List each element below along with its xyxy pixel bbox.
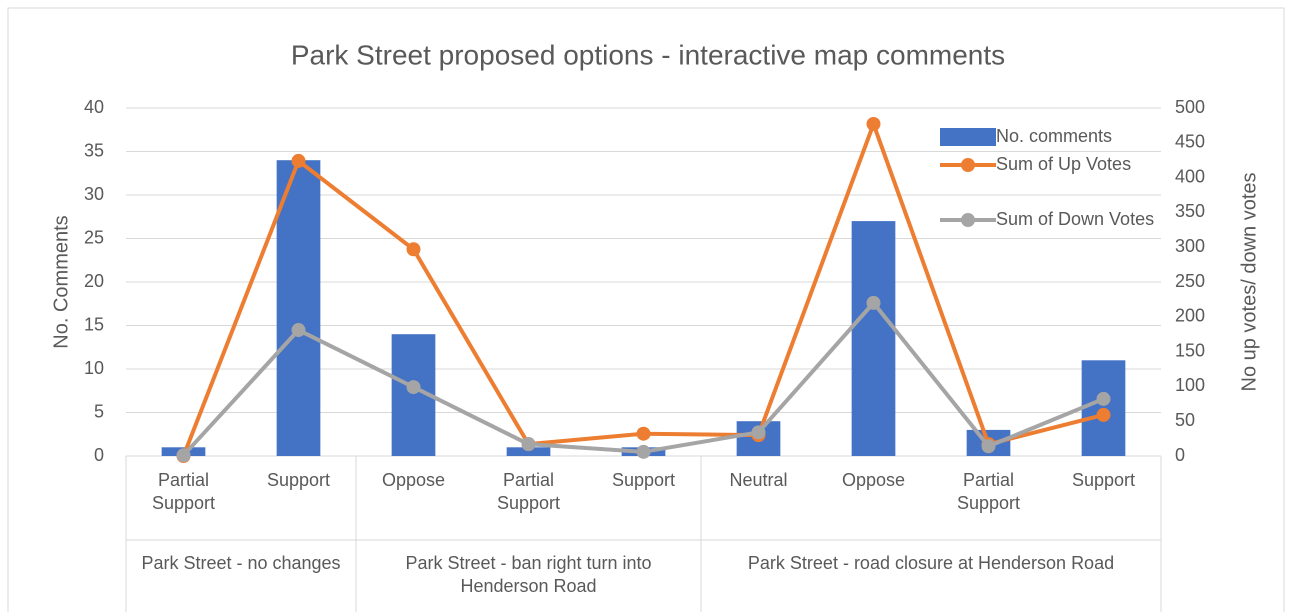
x-tick-label: Oppose <box>381 470 446 490</box>
line <box>181 122 1104 457</box>
x-tick-label: Oppose <box>841 470 906 490</box>
marker <box>1096 391 1111 406</box>
marker <box>866 295 881 310</box>
x-tick-label: Partial Support <box>496 470 561 513</box>
y-tick-label: 10 <box>84 358 104 378</box>
y2-tick-label: 500 <box>1175 97 1205 117</box>
marker <box>406 380 421 395</box>
y2-tick-label: 200 <box>1175 306 1205 326</box>
y2-tick-label: 400 <box>1175 166 1205 186</box>
marker <box>751 425 766 440</box>
legend-label: Sum of Down Votes <box>996 209 1154 229</box>
legend-swatch <box>940 128 996 146</box>
marker <box>866 117 881 132</box>
marker <box>521 437 536 452</box>
legend-label: No. comments <box>996 126 1112 146</box>
marker <box>636 426 651 441</box>
y-tick-label: 0 <box>94 445 104 465</box>
group-label: Park Street - road closure at Henderson … <box>747 553 1115 573</box>
marker <box>406 242 421 257</box>
y-tick-label: 20 <box>84 271 104 291</box>
y2-tick-label: 300 <box>1175 236 1205 256</box>
y2-tick-label: 450 <box>1175 132 1205 152</box>
y-tick-label: 5 <box>94 401 104 421</box>
group-label: Park Street - ban right turn into Hender… <box>405 553 652 596</box>
y2-tick-label: 150 <box>1175 340 1205 360</box>
marker <box>981 439 996 454</box>
y-tick-label: 25 <box>84 227 104 247</box>
y2-tick-label: 100 <box>1175 375 1205 395</box>
y2-tick-label: 0 <box>1175 445 1185 465</box>
y-tick-label: 30 <box>84 184 104 204</box>
y2-tick-label: 250 <box>1175 271 1205 291</box>
x-tick-label: Partial Support <box>151 470 216 513</box>
y2-tick-label: 350 <box>1175 201 1205 221</box>
legend-label: Sum of Up Votes <box>996 154 1131 174</box>
chart-border <box>7 7 1285 612</box>
x-tick-label: Neutral <box>729 470 788 490</box>
marker <box>636 444 651 459</box>
legend-swatch <box>961 158 975 172</box>
x-tick-label: Partial Support <box>956 470 1021 513</box>
bar <box>276 160 321 456</box>
y2-axis-label: No up votes/ down votes <box>1238 172 1260 391</box>
x-tick-label: Support <box>266 470 331 490</box>
x-tick-label: Support <box>1071 470 1136 490</box>
marker <box>1096 407 1111 422</box>
y-tick-label: 40 <box>84 97 104 117</box>
bar <box>851 221 896 456</box>
y-tick-label: 15 <box>84 314 104 334</box>
x-tick-label: Support <box>611 470 676 490</box>
chart-title: Park Street proposed options - interacti… <box>291 39 1005 70</box>
marker <box>291 323 306 338</box>
group-label: Park Street - no changes <box>141 553 341 573</box>
y-axis-label: No. Comments <box>50 215 72 348</box>
bar <box>506 447 551 456</box>
legend-swatch <box>961 213 975 227</box>
marker <box>291 153 306 168</box>
y-tick-label: 35 <box>84 140 104 160</box>
y2-tick-label: 50 <box>1175 410 1195 430</box>
marker <box>176 448 191 463</box>
